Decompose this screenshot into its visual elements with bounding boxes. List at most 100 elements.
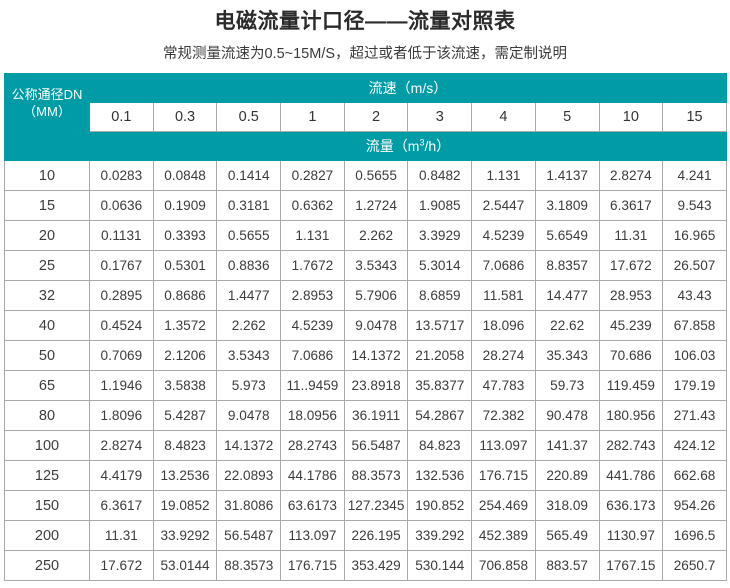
table-row: 80 1.8096 5.4287 9.0478 18.0956 36.1911 54.286… [4,400,727,431]
cell-flow-value: 1.9085 [407,190,473,221]
header-velocity-4: 2 [343,102,409,132]
cell-flow-value: 45.239 [598,310,664,341]
page-subtitle: 常规测量流速为0.5~15M/S，超过或者低于该流速，需定制说明 [162,46,568,62]
cell-flow-value: 72.382 [471,400,536,431]
page-title: 电磁流量计口径——流量对照表 [214,10,516,33]
cell-flow-value: 282.743 [598,430,664,461]
cell-flow-value: 254.469 [471,490,536,521]
cell-flow-value: 88.3573 [216,550,282,581]
title-block: 电磁流量计口径——流量对照表 常规测量流速为0.5~15M/S，超过或者低于该流… [0,0,730,67]
header-row-flow-group: 流量（m3/h） [4,131,727,161]
cell-flow-value: 70.686 [598,340,664,371]
cell-flow-value: 6.3617 [89,490,154,521]
header-velocity-group: 流速（m/s） [89,73,727,103]
table-row: 20 0.1131 0.3393 0.5655 1.131 2.262 3.3929 4.52… [4,220,727,251]
cell-flow-value: 4.5239 [280,310,345,341]
cell-flow-value: 1.8096 [89,400,154,431]
cell-flow-value: 14.477 [534,280,600,311]
cell-flow-value: 1696.5 [662,520,727,551]
cell-flow-value: 26.507 [662,250,727,281]
cell-flow-value: 119.459 [598,370,664,401]
cell-flow-value: 0.1767 [89,250,154,281]
cell-flow-value: 90.478 [534,400,600,431]
cell-flow-value: 954.26 [662,490,727,521]
cell-flow-value: 84.823 [407,430,473,461]
cell-flow-value: 28.953 [598,280,664,311]
header-nominal-diameter: 公称通径DN （MM） [4,73,90,132]
cell-flow-value: 0.1414 [216,160,282,191]
cell-flow-value: 18.0956 [280,400,345,431]
cell-flow-value: 113.097 [471,430,536,461]
cell-flow-value: 3.1809 [534,190,600,221]
cell-flow-value: 0.0848 [152,160,218,191]
cell-flow-value: 565.49 [534,520,600,551]
cell-flow-value: 2650.7 [662,550,727,581]
table-row: 15 0.0636 0.1909 0.3181 0.6362 1.2724 1.9085 2.… [4,190,727,221]
cell-flow-value: 18.096 [471,310,536,341]
cell-flow-value: 35.8377 [407,370,473,401]
cell-flow-value: 1767.15 [598,550,664,581]
cell-flow-value: 2.8274 [598,160,664,191]
cell-flow-value: 56.5487 [343,430,409,461]
cell-flow-value: 11.31 [598,220,664,251]
cell-flow-value: 0.3393 [152,220,218,251]
cell-flow-value: 1.2724 [343,190,409,221]
header-velocity-6: 4 [471,102,536,132]
cell-flow-value: 53.0144 [152,550,218,581]
cell-flow-value: 2.5447 [471,190,536,221]
cell-flow-value: 2.8274 [89,430,154,461]
cell-flow-value: 1.7672 [280,250,345,281]
cell-flow-value: 9.0478 [216,400,282,431]
cell-flow-value: 56.5487 [216,520,282,551]
cell-flow-value: 4.5239 [471,220,536,251]
cell-flow-value: 636.173 [598,490,664,521]
cell-flow-value: 16.965 [662,220,727,251]
header-flow-group-spacer [4,131,90,161]
cell-flow-value: 2.262 [216,310,282,341]
cell-flow-value: 31.8086 [216,490,282,521]
cell-flow-value: 0.1909 [152,190,218,221]
cell-nominal-diameter: 200 [4,520,90,551]
table-row: 100 2.8274 8.4823 14.1372 28.2743 56.5487 84.8… [4,430,727,461]
cell-flow-value: 176.715 [280,550,345,581]
header-velocity-2: 0.5 [216,102,282,132]
cell-flow-value: 7.0686 [471,250,536,281]
cell-flow-value: 17.672 [89,550,154,581]
cell-nominal-diameter: 20 [4,220,90,251]
cell-flow-value: 190.852 [407,490,473,521]
header-velocity-0: 0.1 [89,102,154,132]
table-head: 公称通径DN （MM） 流速（m/s） 0.1 0.3 0.5 1 2 3 4 … [4,73,727,161]
cell-flow-value: 14.1372 [216,430,282,461]
cell-flow-value: 0.5655 [216,220,282,251]
cell-flow-value: 5.3014 [407,250,473,281]
cell-flow-value: 3.5343 [216,340,282,371]
cell-flow-value: 353.429 [343,550,409,581]
cell-flow-value: 1.131 [280,220,345,251]
cell-flow-value: 2.262 [343,220,409,251]
cell-flow-value: 2.8953 [280,280,345,311]
cell-flow-value: 9.0478 [343,310,409,341]
cell-flow-value: 21.2058 [407,340,473,371]
table-row: 40 0.4524 1.3572 2.262 4.5239 9.0478 13.5717 18… [4,310,727,341]
cell-flow-value: 11..9459 [280,370,345,401]
cell-flow-value: 0.8482 [407,160,473,191]
table-row: 65 1.1946 3.5838 5.973 11..9459 23.8918 35.837… [4,370,727,401]
cell-flow-value: 17.672 [598,250,664,281]
cell-nominal-diameter: 100 [4,430,90,461]
cell-flow-value: 1.131 [471,160,536,191]
cell-flow-value: 706.858 [471,550,536,581]
table-row: 25 0.1767 0.5301 0.8836 1.7672 3.5343 5.3014 7.… [4,250,727,281]
cell-flow-value: 0.0636 [89,190,154,221]
cell-flow-value: 54.2867 [407,400,473,431]
cell-flow-value: 13.5717 [407,310,473,341]
header-velocity-3: 1 [280,102,345,132]
cell-nominal-diameter: 80 [4,400,90,431]
cell-flow-value: 3.5343 [343,250,409,281]
cell-nominal-diameter: 65 [4,370,90,401]
cell-flow-value: 63.6173 [280,490,345,521]
header-flow-group-post: /h） [424,137,451,154]
cell-flow-value: 11.31 [89,520,154,551]
header-velocity-5: 3 [407,102,473,132]
cell-nominal-diameter: 40 [4,310,90,341]
